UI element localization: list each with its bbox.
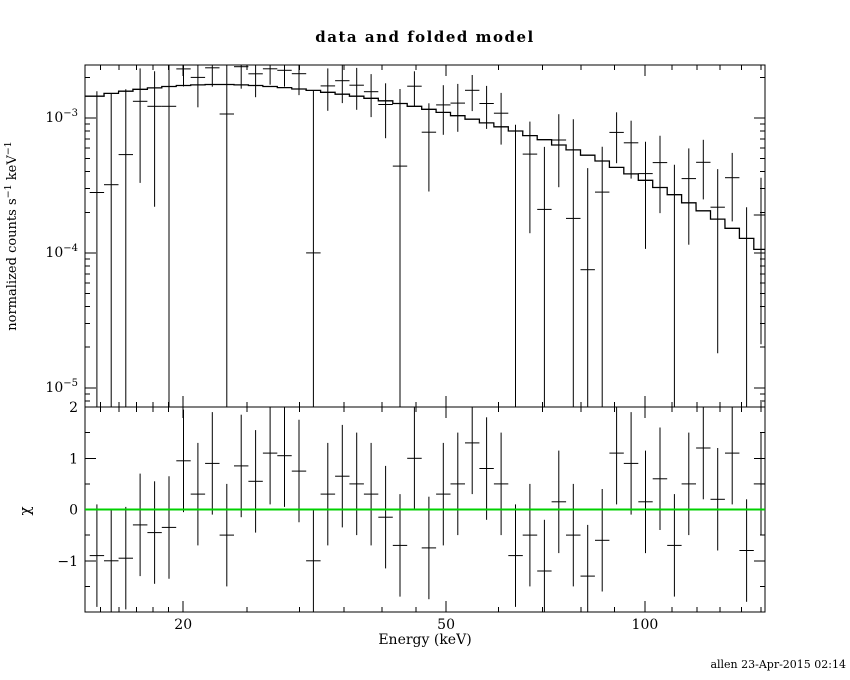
model-line-path	[85, 83, 765, 251]
x-tick-label: 50	[437, 617, 455, 633]
residual-tick-label: −1	[57, 554, 78, 570]
y-tick-label: 10−5	[45, 378, 78, 396]
tick-labels: 20 50 100 10−3 10−4 10−5 −1 0 1 2	[45, 108, 658, 633]
spectrum-data-points	[89, 65, 765, 407]
x-tick-label: 100	[632, 617, 659, 633]
residual-tick-label: 2	[69, 400, 78, 416]
axis-ticks	[85, 65, 765, 612]
plot-frame	[84, 64, 766, 613]
residual-tick-label: 1	[69, 451, 78, 467]
x-tick-label: 20	[174, 617, 192, 633]
chart-title: data and folded model	[315, 28, 535, 46]
residual-data-points	[89, 407, 765, 612]
x-axis-label: Energy (keV)	[378, 632, 472, 648]
model-step-line	[85, 83, 765, 251]
y-axis-label: normalized counts s−1 keV−1	[3, 141, 20, 330]
timestamp: allen 23-Apr-2015 02:14	[710, 658, 846, 671]
y-tick-label: 10−4	[45, 243, 78, 261]
y-tick-label: 10−3	[45, 108, 78, 126]
residual-y-axis-label: χ	[16, 506, 34, 515]
residual-tick-label: 0	[69, 503, 78, 519]
